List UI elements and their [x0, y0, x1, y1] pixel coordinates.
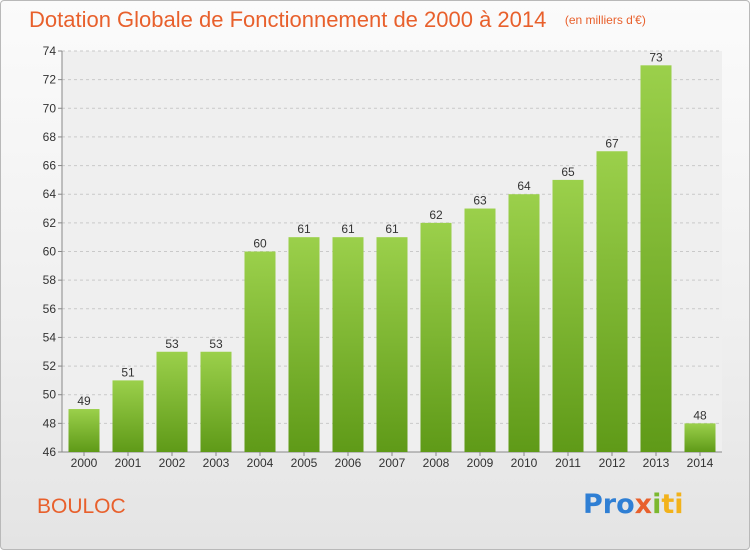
bar-value-label: 61	[297, 222, 311, 236]
chart-unit-text: (en milliers d'€)	[564, 13, 646, 27]
bar	[200, 351, 232, 452]
y-tick-label: 64	[43, 187, 57, 201]
x-tick-label: 2010	[511, 456, 538, 470]
bar-value-label: 62	[429, 208, 443, 222]
bar	[684, 423, 716, 452]
y-tick-label: 46	[43, 445, 57, 459]
bar-value-label: 51	[121, 365, 135, 379]
chart-title-text: Dotation Globale de Fonctionnement de 20…	[29, 7, 547, 32]
x-tick-label: 2007	[379, 456, 406, 470]
x-tick-label: 2005	[291, 456, 318, 470]
bar	[420, 222, 452, 452]
y-tick-label: 74	[43, 44, 57, 58]
bar	[464, 208, 496, 452]
bar-value-label: 49	[77, 394, 91, 408]
bar-value-label: 53	[165, 337, 179, 351]
x-tick-label: 2008	[423, 456, 450, 470]
bar-value-label: 73	[649, 50, 663, 64]
x-tick-label: 2003	[203, 456, 230, 470]
bar-value-label: 61	[341, 222, 355, 236]
y-tick-label: 52	[43, 359, 57, 373]
chart-title: Dotation Globale de Fonctionnement de 20…	[29, 7, 646, 33]
x-tick-label: 2009	[467, 456, 494, 470]
bar	[596, 151, 628, 452]
bar-value-label: 63	[473, 194, 487, 208]
x-tick-label: 2014	[687, 456, 714, 470]
x-tick-label: 2001	[115, 456, 142, 470]
commune-name: BOULOC	[37, 495, 126, 518]
y-tick-label: 62	[43, 216, 57, 230]
y-tick-label: 72	[43, 73, 57, 87]
bar	[288, 237, 320, 452]
y-tick-label: 56	[43, 302, 57, 316]
y-tick-label: 50	[43, 388, 57, 402]
bar	[640, 65, 672, 453]
bar	[68, 409, 100, 452]
bar-value-label: 53	[209, 337, 223, 351]
logo-part-1: Pro	[583, 489, 635, 520]
logo-part-2: x	[634, 489, 653, 520]
x-tick-label: 2000	[71, 456, 98, 470]
bar-value-label: 60	[253, 237, 267, 251]
bar	[112, 380, 144, 452]
y-tick-label: 70	[43, 101, 57, 115]
bar-value-label: 61	[385, 222, 399, 236]
logo-part-4: ti	[661, 489, 684, 520]
bar	[376, 237, 408, 452]
bar	[244, 251, 276, 452]
y-tick-label: 48	[43, 416, 57, 430]
x-tick-label: 2013	[643, 456, 670, 470]
y-tick-label: 60	[43, 245, 57, 259]
bar	[332, 237, 364, 452]
y-tick-label: 68	[43, 130, 57, 144]
bar-value-label: 48	[693, 408, 707, 422]
x-tick-label: 2002	[159, 456, 186, 470]
bar	[508, 194, 540, 452]
bar-value-label: 65	[561, 165, 575, 179]
x-tick-label: 2004	[247, 456, 274, 470]
y-tick-label: 58	[43, 273, 57, 287]
y-tick-label: 54	[43, 330, 57, 344]
bar	[552, 179, 584, 452]
x-tick-label: 2011	[555, 456, 581, 470]
proxiti-logo: Proxiti	[583, 489, 684, 520]
x-tick-label: 2006	[335, 456, 362, 470]
x-tick-label: 2012	[599, 456, 626, 470]
bar	[156, 351, 188, 452]
y-tick-label: 66	[43, 159, 57, 173]
bar-value-label: 67	[605, 136, 619, 150]
logo-part-3: i	[652, 489, 662, 520]
bar-value-label: 64	[517, 179, 531, 193]
